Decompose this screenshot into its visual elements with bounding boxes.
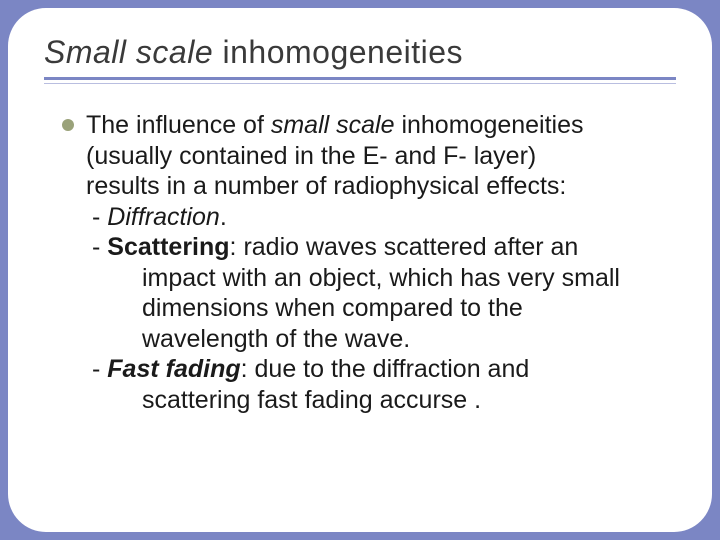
effect-name: Diffraction <box>107 203 220 231</box>
title-underline <box>44 77 676 84</box>
body-content: The influence of small scale inhomogenei… <box>44 110 676 415</box>
effect-dash: - <box>92 203 107 231</box>
effect-post: : due to the diffraction and <box>241 355 530 383</box>
slide-title: Small scale inhomogeneities <box>44 34 676 71</box>
title-suffix: inhomogeneities <box>213 34 463 70</box>
effect-name: Scattering <box>107 233 229 261</box>
rule-secondary <box>44 83 676 84</box>
effect-scattering-cont-1: impact with an object, which has very sm… <box>86 263 620 294</box>
intro-line-1: The influence of small scale inhomogenei… <box>86 110 620 141</box>
intro-line-3: results in a number of radiophysical eff… <box>86 171 620 202</box>
rule-primary <box>44 77 676 80</box>
effect-scattering-cont-2: dimensions when compared to the <box>86 293 620 324</box>
intro-post: inhomogeneities <box>395 111 584 139</box>
effect-diffraction: - Diffraction. <box>86 202 620 233</box>
intro-italic: small scale <box>271 111 395 139</box>
slide-card: Small scale inhomogeneities The influenc… <box>8 8 712 532</box>
intro-pre: The influence of <box>86 111 271 139</box>
intro-line-2: (usually contained in the E- and F- laye… <box>86 141 620 172</box>
effect-fastfading: - Fast fading: due to the diffraction an… <box>86 354 620 385</box>
effect-name: Fast fading <box>107 355 240 383</box>
effect-post: . <box>220 203 227 231</box>
effect-post: : radio waves scattered after an <box>230 233 579 261</box>
effect-scattering: - Scattering: radio waves scattered afte… <box>86 232 620 263</box>
title-italic: Small scale <box>44 34 213 70</box>
effect-dash: - <box>92 355 107 383</box>
effect-scattering-cont-3: wavelength of the wave. <box>86 324 620 355</box>
body-text: The influence of small scale inhomogenei… <box>86 110 620 415</box>
effect-dash: - <box>92 233 107 261</box>
bullet-icon <box>62 119 74 131</box>
effect-fastfading-cont-1: scattering fast fading accurse . <box>86 385 620 416</box>
